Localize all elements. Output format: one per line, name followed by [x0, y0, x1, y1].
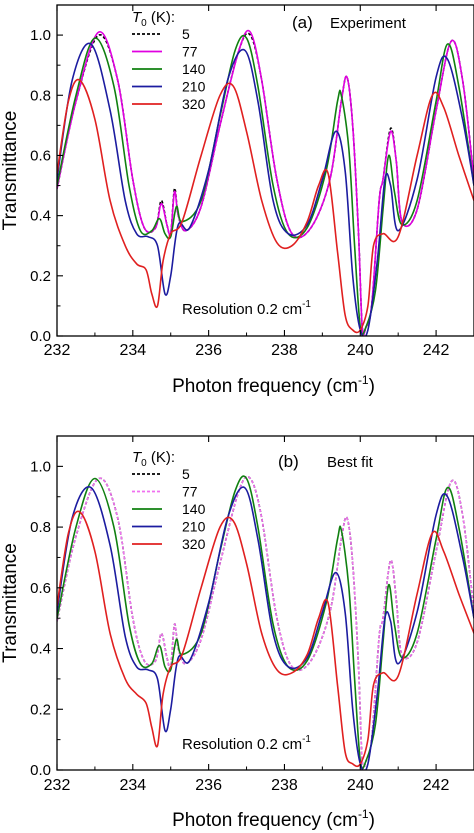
x-tick-label: 232 — [44, 777, 71, 794]
series-lines — [57, 29, 474, 336]
legend-entry-140: 140 — [182, 501, 206, 517]
x-tick-label: 240 — [347, 777, 374, 794]
y-tick-label: 0.0 — [30, 328, 51, 345]
x-tick-label: 234 — [119, 342, 146, 359]
y-axis-label: Transmittance — [0, 111, 21, 231]
x-tick-label: 232 — [44, 342, 71, 359]
x-tick-label: 236 — [195, 342, 222, 359]
panel-title: Best fit — [327, 454, 374, 471]
y-tick-label: 0.6 — [30, 580, 51, 597]
x-tick-label: 234 — [119, 777, 146, 794]
legend-entry-77: 77 — [182, 44, 198, 60]
x-axis-label: Photon frequency (cm-1) — [172, 373, 375, 397]
y-tick-label: 0.2 — [30, 701, 51, 718]
legend-title: T0 (K): — [132, 449, 175, 469]
x-tick-label: 236 — [195, 777, 222, 794]
y-tick-label: 0.6 — [30, 147, 51, 164]
plot-frame — [56, 4, 474, 337]
y-tick-label: 0.0 — [30, 762, 51, 779]
legend-title: T0 (K): — [132, 9, 175, 29]
y-tick-label: 0.4 — [30, 641, 51, 658]
y-tick-label: 0.8 — [30, 519, 51, 536]
legend-entry-5: 5 — [182, 466, 190, 482]
y-tick-label: 0.4 — [30, 208, 51, 225]
legend-entry-210: 210 — [182, 519, 206, 535]
series-line-210 — [57, 485, 474, 770]
y-axis-label: Transmittance — [0, 543, 21, 663]
plot-frame — [56, 435, 474, 771]
legend-entry-77: 77 — [182, 484, 198, 500]
y-tick-label: 1.0 — [30, 27, 51, 44]
y-tick-label: 0.8 — [30, 87, 51, 104]
y-tick-label: 1.0 — [30, 458, 51, 475]
series-line-210 — [57, 42, 474, 336]
series-line-320 — [57, 510, 474, 768]
x-tick-label: 238 — [271, 342, 298, 359]
panel-a: 232 234 236 238 240 242 0.0 0.2 0.4 0.6 0.8 1.0 Phot… — [0, 4, 474, 397]
legend-entry-320: 320 — [182, 96, 206, 112]
resolution-annotation: Resolution 0.2 cm-1 — [182, 299, 311, 318]
y-tick-label: 0.2 — [30, 268, 51, 285]
x-axis-label: Photon frequency (cm-1) — [172, 807, 375, 831]
series-line-320 — [57, 78, 474, 334]
x-tick-label: 242 — [423, 777, 450, 794]
x-tick-label: 238 — [271, 777, 298, 794]
panel-label: (a) — [292, 13, 313, 32]
legend-entry-140: 140 — [182, 61, 206, 77]
legend-entry-320: 320 — [182, 536, 206, 552]
x-tick-label: 242 — [423, 342, 450, 359]
panel-title: Experiment — [330, 15, 407, 32]
panel-label: (b) — [278, 452, 299, 471]
series-lines — [57, 475, 474, 770]
panel-b: 232 234 236 238 240 242 0.0 0.2 0.4 0.6 0.8 1.0 Phot… — [0, 435, 474, 831]
x-tick-label: 240 — [347, 342, 374, 359]
resolution-annotation: Resolution 0.2 cm-1 — [182, 734, 311, 753]
legend-entry-210: 210 — [182, 79, 206, 95]
legend-entry-5: 5 — [182, 26, 190, 42]
